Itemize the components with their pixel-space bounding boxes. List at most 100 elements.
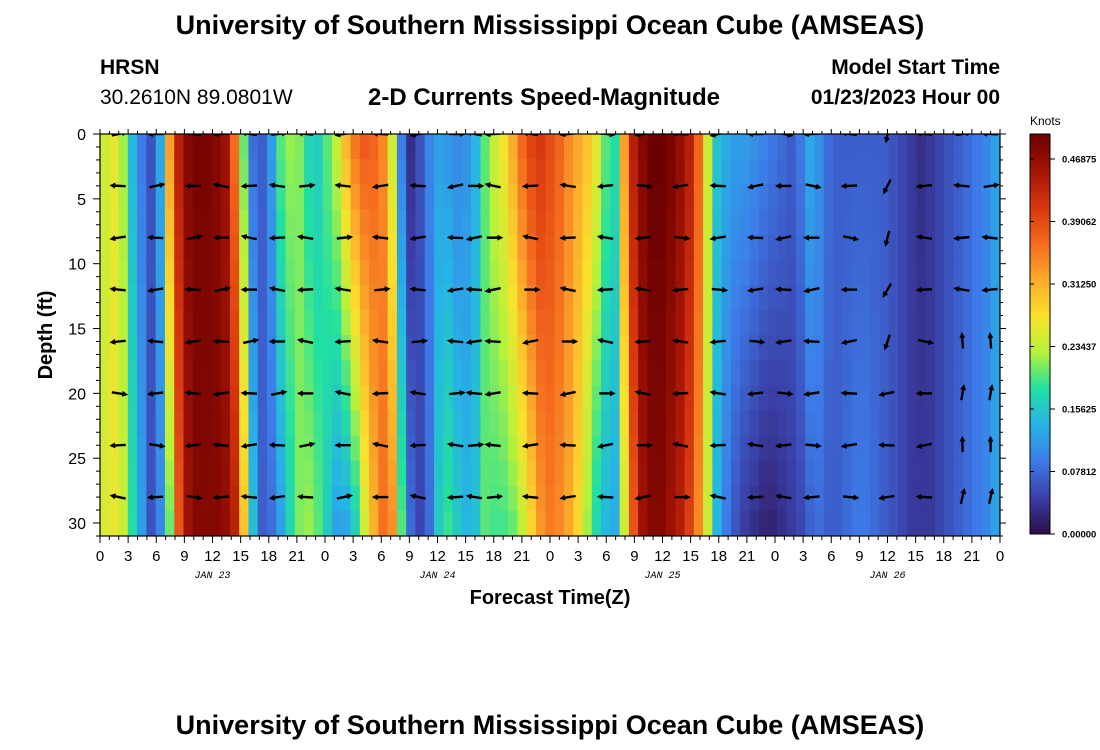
heatmap-cell	[517, 410, 528, 437]
current-vector	[212, 390, 229, 397]
heatmap-cell	[758, 510, 769, 536]
heatmap-cell	[341, 510, 352, 536]
heatmap-cell	[517, 335, 528, 361]
heatmap-cell	[211, 460, 222, 487]
heatmap-cell	[647, 159, 658, 185]
heatmap-cell	[443, 385, 454, 411]
heatmap-cell	[656, 184, 667, 210]
heatmap-cell	[220, 134, 231, 160]
heatmap-cell	[675, 309, 686, 336]
heatmap-cell	[740, 435, 751, 462]
current-vector	[446, 494, 464, 501]
heatmap-cell	[229, 435, 240, 462]
heatmap-cell	[703, 234, 713, 261]
current-vector	[709, 442, 726, 449]
y-tick-label: 30	[68, 516, 86, 533]
heatmap-cell	[703, 510, 713, 536]
heatmap-cell	[313, 335, 324, 361]
heatmap-cell	[183, 410, 194, 437]
heatmap-cell	[870, 309, 880, 336]
heatmap-cell	[935, 309, 945, 336]
heatmap-cell	[285, 460, 296, 487]
heatmap-cell	[972, 335, 983, 361]
heatmap-cell	[174, 335, 185, 361]
heatmap-cell	[814, 234, 825, 261]
x-tick-label: 15	[232, 548, 249, 565]
heatmap-cell	[777, 309, 788, 336]
heatmap-cell	[164, 184, 175, 210]
heatmap-cell	[155, 410, 166, 437]
heatmap-cell	[582, 209, 593, 236]
heatmap-cell	[498, 435, 509, 462]
heatmap-cell	[554, 385, 565, 411]
heatmap-cell	[443, 510, 454, 536]
heatmap-cell	[396, 184, 407, 210]
heatmap-cell	[267, 360, 277, 386]
heatmap-cell	[211, 209, 222, 236]
heatmap-cell	[434, 259, 444, 286]
current-vector	[878, 390, 895, 398]
heatmap-cell	[768, 510, 778, 536]
heatmap-cell	[777, 510, 788, 536]
heatmap-cell	[489, 335, 500, 361]
current-vector	[467, 441, 485, 448]
heatmap-cell	[638, 385, 649, 411]
heatmap-cell	[415, 184, 426, 210]
heatmap-cell	[192, 385, 203, 411]
heatmap-cell	[276, 134, 287, 160]
heatmap-cell	[508, 510, 519, 536]
heatmap-cell	[693, 385, 704, 411]
heatmap-cell	[591, 510, 602, 536]
heatmap-cell	[712, 385, 723, 411]
heatmap-cell	[434, 335, 444, 361]
heatmap-cell	[396, 284, 407, 311]
current-vector	[521, 493, 539, 500]
heatmap-cell	[703, 435, 713, 462]
heatmap-cell	[832, 360, 843, 386]
heatmap-cell	[443, 435, 454, 462]
heatmap-cell	[341, 485, 352, 512]
heatmap-cell	[526, 309, 537, 336]
heatmap-cell	[508, 159, 519, 185]
heatmap-cell	[285, 485, 296, 512]
heatmap-cell	[137, 259, 147, 286]
heatmap-cell	[285, 385, 296, 411]
heatmap-cell	[749, 460, 760, 487]
heatmap-cell	[239, 335, 250, 361]
heatmap-cell	[944, 485, 955, 512]
heatmap-cell	[786, 259, 797, 286]
heatmap-cell	[155, 435, 166, 462]
heatmap-cell	[267, 159, 277, 185]
heatmap-cell	[563, 485, 574, 512]
current-vector	[184, 442, 201, 449]
heatmap-cell	[990, 360, 1000, 386]
heatmap-cell	[647, 184, 658, 210]
heatmap-cell	[749, 485, 760, 512]
heatmap-cell	[480, 309, 491, 336]
heatmap-cell	[879, 259, 890, 286]
heatmap-cell	[703, 360, 713, 386]
date-label: JAN 23	[194, 571, 230, 582]
heatmap-cell	[443, 134, 454, 160]
heatmap-cell	[434, 284, 444, 311]
heatmap-cell	[768, 234, 778, 261]
heatmap-cell	[795, 410, 806, 437]
heatmap-cell	[192, 335, 203, 361]
heatmap-cell	[851, 510, 862, 536]
heatmap-cell	[508, 385, 519, 411]
heatmap-cell	[127, 460, 138, 487]
heatmap-cell	[183, 510, 194, 536]
heatmap-cell	[378, 234, 389, 261]
heatmap-cell	[823, 184, 834, 210]
heatmap-cell	[202, 184, 212, 210]
heatmap-cell	[387, 284, 398, 311]
current-vector	[521, 183, 539, 190]
heatmap-cell	[257, 259, 268, 286]
heatmap-cell	[322, 510, 333, 536]
heatmap-cell	[925, 435, 936, 462]
heatmap-cell	[953, 259, 964, 286]
heatmap-cell	[127, 259, 138, 286]
colorbar-tick-label: 0.39062	[1062, 217, 1096, 228]
chart-title: University of Southern Mississippi Ocean…	[175, 10, 925, 40]
heatmap-cell	[591, 159, 602, 185]
